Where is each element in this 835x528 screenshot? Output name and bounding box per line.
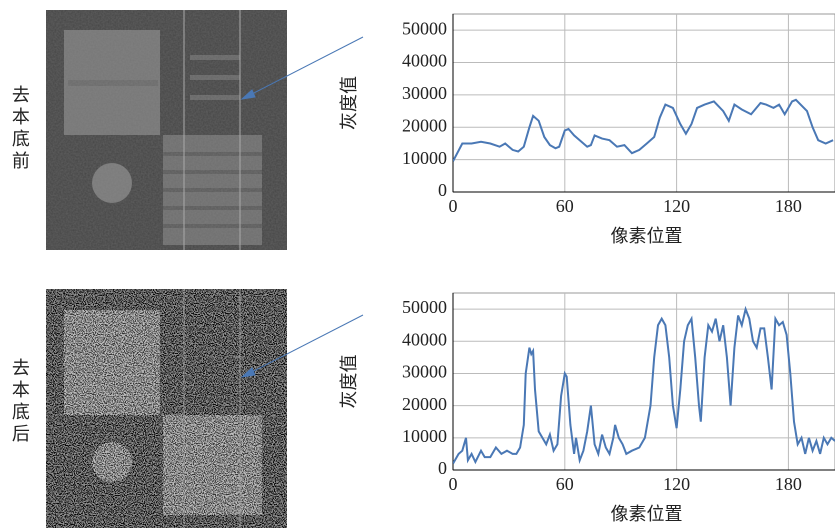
y-tick-label: 0 bbox=[438, 180, 447, 200]
x-tick-label: 0 bbox=[449, 196, 458, 216]
y-axis-label: 灰度值 bbox=[339, 355, 359, 409]
plot-area bbox=[452, 292, 835, 471]
x-tick-label: 60 bbox=[556, 474, 574, 494]
x-tick-label: 180 bbox=[775, 474, 802, 494]
y-tick-label: 50000 bbox=[402, 18, 447, 38]
y-tick-label: 10000 bbox=[402, 426, 447, 446]
y-tick-label: 20000 bbox=[402, 394, 447, 414]
x-tick-label: 180 bbox=[775, 196, 802, 216]
plot-area bbox=[452, 13, 835, 193]
y-tick-label: 10000 bbox=[402, 148, 447, 168]
x-tick-label: 0 bbox=[449, 474, 458, 494]
y-axis-label: 灰度值 bbox=[339, 76, 359, 130]
y-tick-label: 40000 bbox=[402, 51, 447, 71]
image-label: 去本底前 bbox=[10, 85, 30, 173]
y-tick-label: 0 bbox=[438, 458, 447, 478]
y-tick-label: 40000 bbox=[402, 329, 447, 349]
x-tick-label: 120 bbox=[663, 196, 690, 216]
x-axis-label: 像素位置 bbox=[611, 504, 683, 524]
x-axis-label: 像素位置 bbox=[611, 226, 683, 246]
arrow bbox=[240, 36, 364, 378]
data-line bbox=[453, 305, 835, 465]
y-tick-label: 50000 bbox=[402, 297, 447, 317]
data-line bbox=[453, 98, 834, 162]
y-tick-label: 30000 bbox=[402, 83, 447, 103]
x-tick-label: 120 bbox=[663, 474, 690, 494]
image-after bbox=[46, 289, 287, 528]
y-tick-label: 20000 bbox=[402, 115, 447, 135]
y-tick-label: 30000 bbox=[402, 362, 447, 382]
image-before bbox=[46, 10, 287, 250]
x-tick-label: 60 bbox=[556, 196, 574, 216]
image-label: 去本底后 bbox=[10, 358, 30, 446]
